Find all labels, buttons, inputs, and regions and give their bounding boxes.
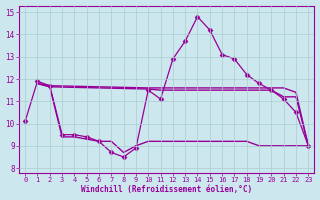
X-axis label: Windchill (Refroidissement éolien,°C): Windchill (Refroidissement éolien,°C) — [81, 185, 252, 194]
